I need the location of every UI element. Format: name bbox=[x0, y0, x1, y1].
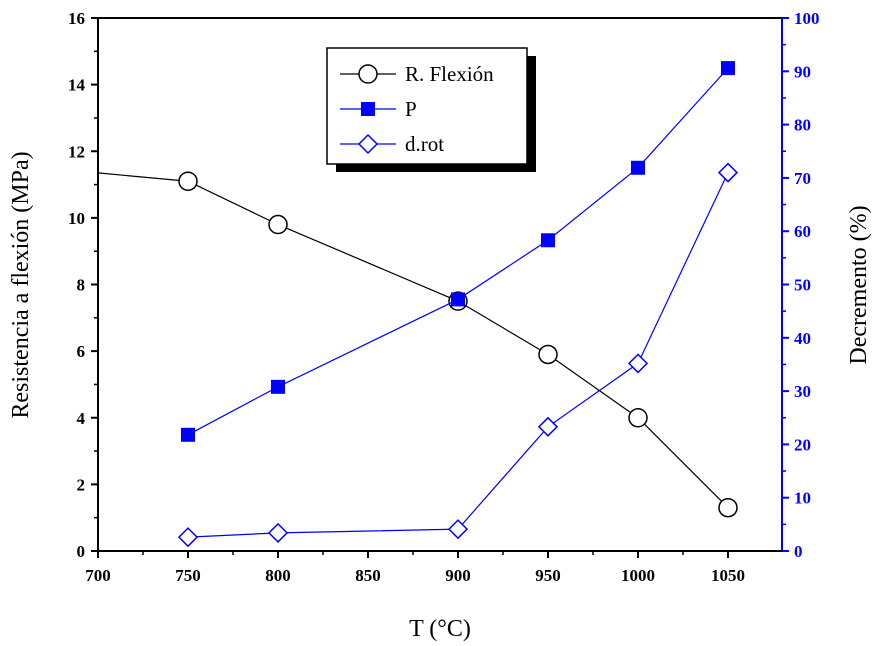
data-point-marker bbox=[268, 214, 288, 235]
x-tick-label: 850 bbox=[355, 566, 381, 585]
y-axis-right-title: Decremento (%) bbox=[846, 205, 872, 364]
data-point-marker bbox=[447, 519, 469, 540]
x-tick-label: 1050 bbox=[711, 566, 745, 585]
data-point-marker bbox=[267, 522, 289, 543]
x-tick-label: 800 bbox=[265, 566, 291, 585]
legend-marker bbox=[357, 133, 379, 155]
data-point-marker bbox=[717, 162, 739, 183]
x-tick-label: 950 bbox=[535, 566, 561, 585]
series-line bbox=[187, 172, 729, 538]
y-tick-label: 10 bbox=[68, 209, 85, 228]
data-point-marker bbox=[451, 292, 465, 307]
y-tick-label: 8 bbox=[77, 276, 86, 295]
x-tick-label: 1000 bbox=[621, 566, 655, 585]
legend-marker bbox=[361, 102, 375, 116]
data-point-marker bbox=[721, 61, 735, 76]
data-point-marker bbox=[177, 527, 199, 548]
data-point-marker bbox=[718, 497, 738, 518]
y2-tick-label: 20 bbox=[794, 435, 811, 454]
y2-tick-label: 70 bbox=[794, 169, 811, 188]
legend: R. Flexión Pd.rot bbox=[326, 47, 536, 172]
y2-tick-label: 60 bbox=[794, 222, 811, 241]
series-line bbox=[97, 172, 729, 509]
series-0 bbox=[97, 171, 738, 518]
legend-label: d.rot bbox=[405, 132, 444, 156]
x-tick-label: 900 bbox=[445, 566, 471, 585]
y-tick-label: 14 bbox=[68, 76, 86, 95]
legend-item: P bbox=[340, 97, 417, 121]
data-point-marker bbox=[271, 379, 285, 394]
series-1 bbox=[181, 61, 735, 442]
x-tick-label: 700 bbox=[85, 566, 111, 585]
data-point-marker bbox=[541, 233, 555, 248]
y2-tick-label: 0 bbox=[794, 542, 803, 561]
y-tick-label: 2 bbox=[77, 475, 86, 494]
y-tick-label: 12 bbox=[68, 142, 85, 161]
y-tick-label: 6 bbox=[77, 342, 86, 361]
y2-tick-label: 90 bbox=[794, 62, 811, 81]
data-point-marker bbox=[628, 408, 648, 428]
y2-tick-label: 80 bbox=[794, 116, 811, 135]
data-point-marker bbox=[631, 160, 645, 175]
y-tick-label: 4 bbox=[77, 409, 86, 428]
legend-label: R. Flexión bbox=[405, 62, 494, 86]
legend-item: d.rot bbox=[340, 132, 444, 156]
legend-items: R. Flexión Pd.rot bbox=[340, 62, 494, 156]
series-2 bbox=[177, 162, 739, 548]
y2-tick-label: 100 bbox=[794, 9, 820, 28]
legend-item: R. Flexión bbox=[340, 62, 494, 86]
x-tick-label: 750 bbox=[175, 566, 201, 585]
series-layer bbox=[97, 61, 739, 548]
data-point-marker bbox=[178, 171, 198, 191]
series-line bbox=[187, 67, 729, 436]
y2-tick-label: 10 bbox=[794, 489, 811, 508]
legend-label: P bbox=[405, 97, 417, 121]
y-tick-label: 16 bbox=[68, 9, 85, 28]
y2-tick-label: 50 bbox=[794, 276, 811, 295]
data-point-marker bbox=[537, 416, 559, 437]
y-axis-left-ticks: 0 2 4 6 8 10 12 14 16 bbox=[68, 9, 98, 561]
data-point-marker bbox=[181, 427, 195, 442]
y-axis-right-ticks: 0 10 20 30 40 50 60 70 80 90 100 bbox=[782, 9, 820, 561]
data-point-marker bbox=[538, 344, 558, 365]
x-axis-title: T (°C) bbox=[409, 616, 471, 642]
y2-tick-label: 40 bbox=[794, 329, 811, 348]
data-point-marker bbox=[627, 353, 649, 374]
legend-marker bbox=[358, 64, 378, 84]
y2-tick-label: 30 bbox=[794, 382, 811, 401]
y-tick-label: 0 bbox=[77, 542, 86, 561]
x-axis-ticks: 700 750 800 850 900 950 1000 1050 bbox=[85, 551, 745, 585]
y-axis-left-title: Resistencia a flexión (MPa) bbox=[8, 151, 34, 418]
